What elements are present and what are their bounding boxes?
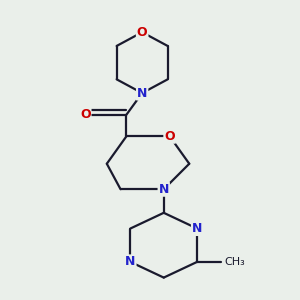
Text: N: N — [192, 222, 202, 235]
Text: CH₃: CH₃ — [225, 257, 245, 267]
Text: O: O — [80, 108, 91, 121]
Text: O: O — [137, 26, 148, 39]
Text: O: O — [164, 130, 175, 143]
Text: N: N — [159, 183, 169, 196]
Text: N: N — [137, 87, 147, 100]
Text: N: N — [125, 255, 136, 268]
